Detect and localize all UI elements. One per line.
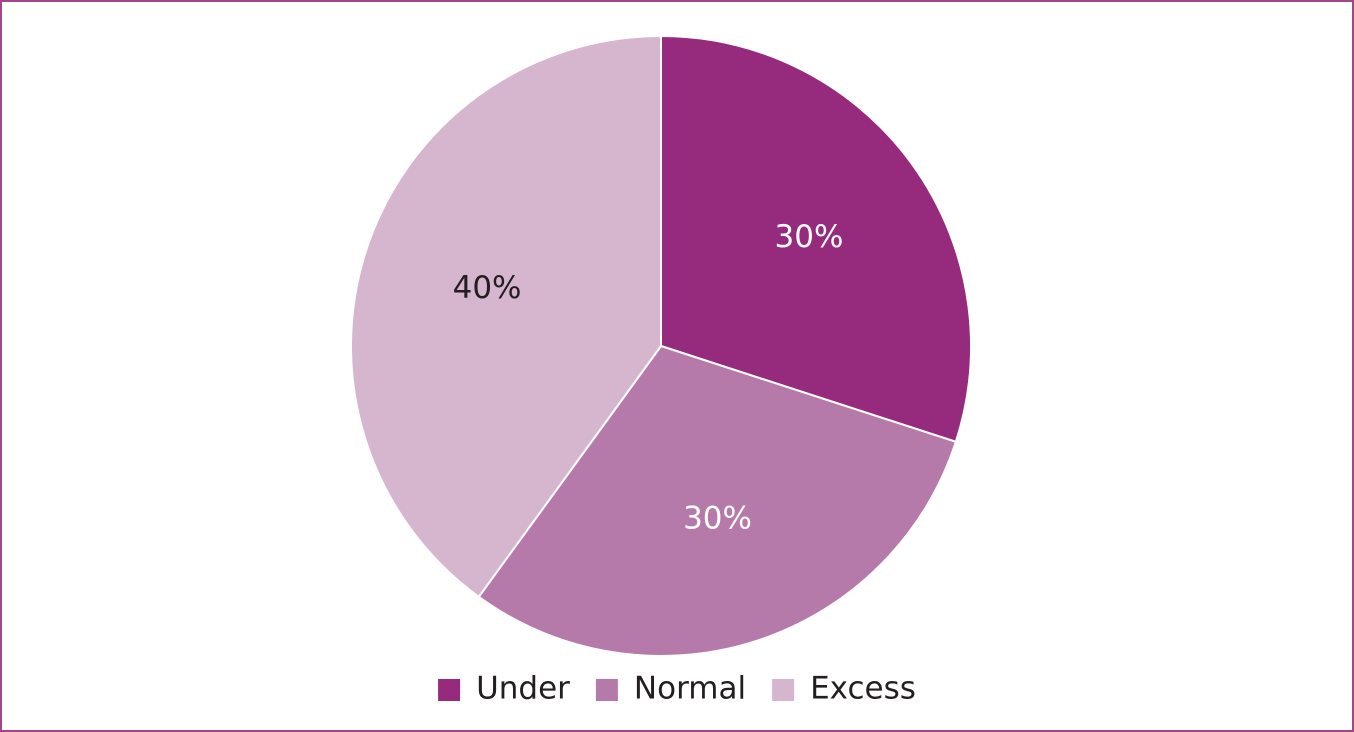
legend-swatch — [772, 679, 795, 701]
legend-swatch — [595, 679, 618, 701]
pie-slice — [350, 34, 662, 599]
pie-slice — [477, 344, 958, 657]
legend-label: Excess — [810, 671, 916, 707]
value-label: 30% — [775, 219, 844, 255]
value-labels: 30% 30% 40% — [453, 219, 844, 536]
pie — [350, 34, 972, 657]
value-label: 30% — [683, 500, 752, 536]
pie-slice — [660, 34, 972, 444]
legend: Under Normal Excess — [438, 671, 916, 707]
legend-swatch — [438, 679, 461, 701]
legend-label: Normal — [634, 671, 746, 707]
legend-label: Under — [476, 671, 570, 707]
value-label: 40% — [453, 270, 522, 306]
